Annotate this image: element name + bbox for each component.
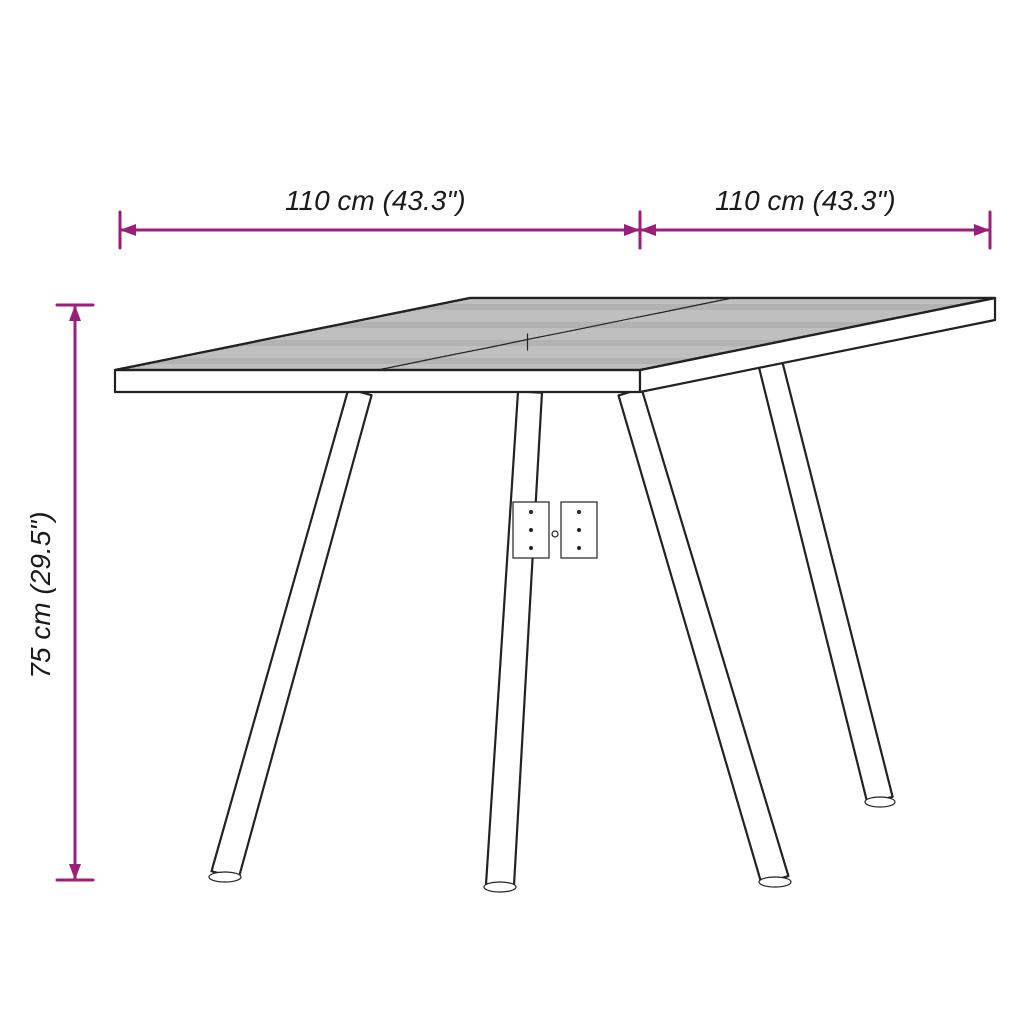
width-label: 110 cm (43.3") bbox=[285, 185, 466, 216]
height-label: 75 cm (29.5") bbox=[25, 511, 56, 678]
depth-label: 110 cm (43.3") bbox=[715, 185, 896, 216]
table-top bbox=[115, 298, 995, 392]
dimension-labels: 110 cm (43.3") 110 cm (43.3") 75 cm (29.5"… bbox=[25, 185, 896, 679]
table-legs bbox=[209, 359, 895, 892]
